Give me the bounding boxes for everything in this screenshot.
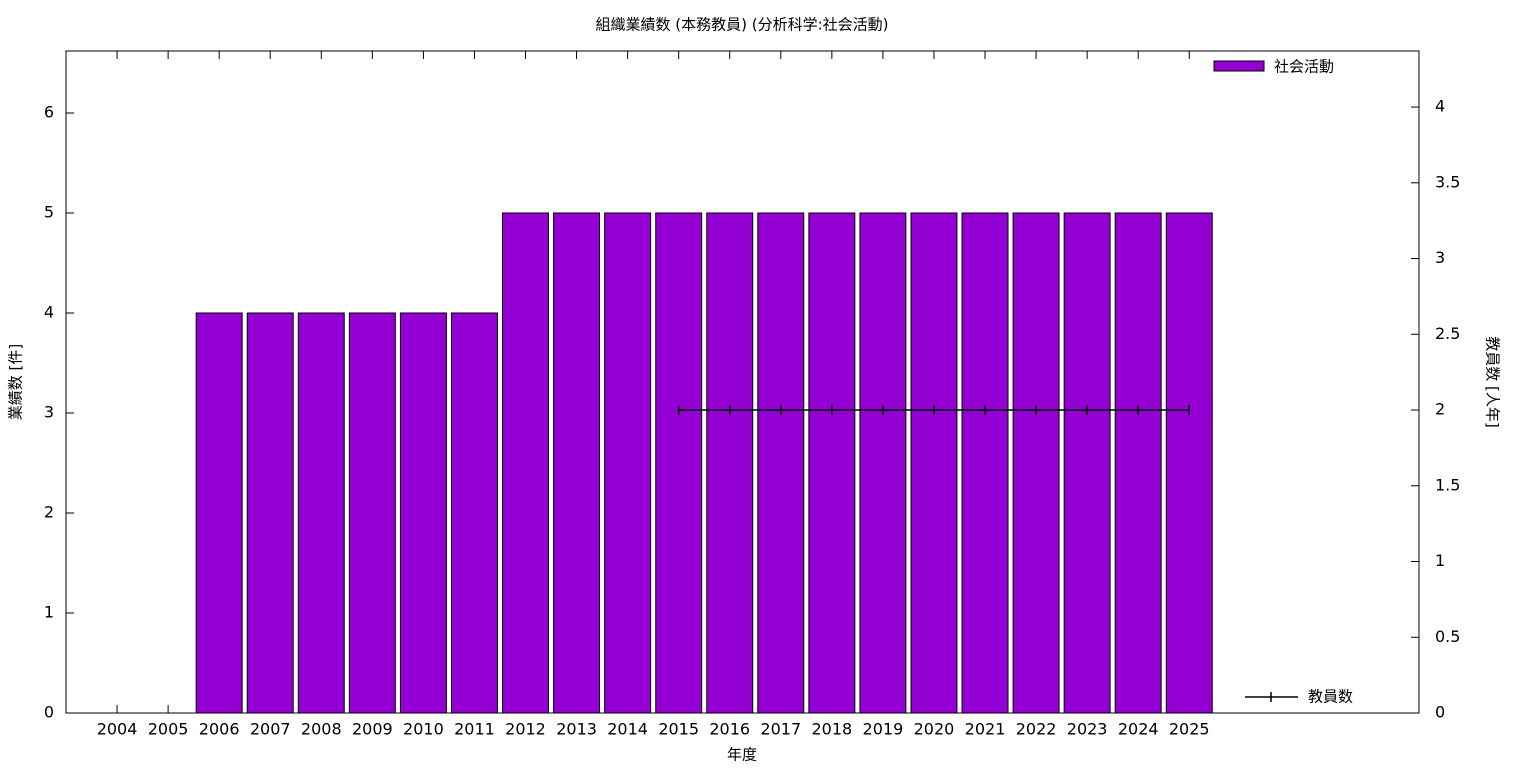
- y2-tick-label: 0.5: [1435, 627, 1460, 646]
- bar: [1063, 212, 1111, 714]
- bar: [859, 212, 907, 714]
- y2-tick-label: 2.5: [1435, 324, 1460, 343]
- y-tick-label: 3: [44, 403, 54, 422]
- x-tick-label: 2006: [199, 720, 240, 739]
- y2-tick-label: 1.5: [1435, 475, 1460, 494]
- bar: [604, 212, 652, 714]
- bar: [757, 212, 805, 714]
- y2-tick-label: 3.5: [1435, 172, 1460, 191]
- x-tick-label: 2012: [505, 720, 546, 739]
- y-tick-label: 0: [44, 703, 54, 722]
- bar: [246, 312, 294, 714]
- x-tick-label: 2024: [1118, 720, 1159, 739]
- bar: [961, 212, 1009, 714]
- y-tick-label: 4: [44, 303, 54, 322]
- x-tick-label: 2011: [454, 720, 495, 739]
- bar: [1114, 212, 1162, 714]
- x-tick-label: 2010: [403, 720, 444, 739]
- x-tick-label: 2017: [760, 720, 801, 739]
- x-tick-label: 2019: [863, 720, 904, 739]
- y2-axis-label: 教員数 [人年]: [1484, 336, 1502, 427]
- bar: [910, 212, 958, 714]
- x-tick-label: 2014: [607, 720, 648, 739]
- bar: [450, 312, 498, 714]
- bar: [348, 312, 396, 714]
- bar: [655, 212, 703, 714]
- y2-tick-label: 3: [1435, 248, 1445, 267]
- x-tick-label: 2020: [914, 720, 955, 739]
- bar: [706, 212, 754, 714]
- bar: [553, 212, 601, 714]
- chart-title: 組織業績数 (本務教員) (分析科学:社会活動): [596, 16, 889, 34]
- legend-label: 教員数: [1308, 688, 1353, 706]
- y-tick-label: 2: [44, 503, 54, 522]
- x-tick-label: 2005: [148, 720, 189, 739]
- legend-label: 社会活動: [1274, 58, 1334, 76]
- bar: [399, 312, 447, 714]
- bar: [1165, 212, 1213, 714]
- y2-tick-label: 1: [1435, 551, 1445, 570]
- x-tick-label: 2016: [709, 720, 750, 739]
- y-tick-label: 1: [44, 603, 54, 622]
- legend-swatch: [1213, 60, 1265, 72]
- bar: [808, 212, 856, 714]
- x-tick-label: 2013: [556, 720, 597, 739]
- y2-tick-label: 2: [1435, 400, 1445, 419]
- y2-tick-label: 0: [1435, 703, 1445, 722]
- x-tick-label: 2022: [1016, 720, 1057, 739]
- x-tick-label: 2023: [1067, 720, 1108, 739]
- x-tick-label: 2008: [301, 720, 342, 739]
- y-tick-label: 5: [44, 203, 54, 222]
- y-axis-label: 業績数 [件]: [7, 344, 25, 420]
- x-axis-label: 年度: [727, 746, 757, 764]
- x-tick-label: 2004: [97, 720, 138, 739]
- y-tick-label: 6: [44, 103, 54, 122]
- x-tick-label: 2009: [352, 720, 393, 739]
- plot-frame: [65, 50, 1420, 714]
- x-tick-label: 2025: [1169, 720, 1210, 739]
- x-tick-label: 2018: [811, 720, 852, 739]
- x-tick-label: 2021: [965, 720, 1006, 739]
- x-tick-label: 2007: [250, 720, 291, 739]
- y2-tick-label: 4: [1435, 97, 1445, 116]
- bar: [297, 312, 345, 714]
- x-tick-label: 2015: [658, 720, 699, 739]
- bar: [1012, 212, 1060, 714]
- bar: [195, 312, 243, 714]
- bar: [502, 212, 549, 714]
